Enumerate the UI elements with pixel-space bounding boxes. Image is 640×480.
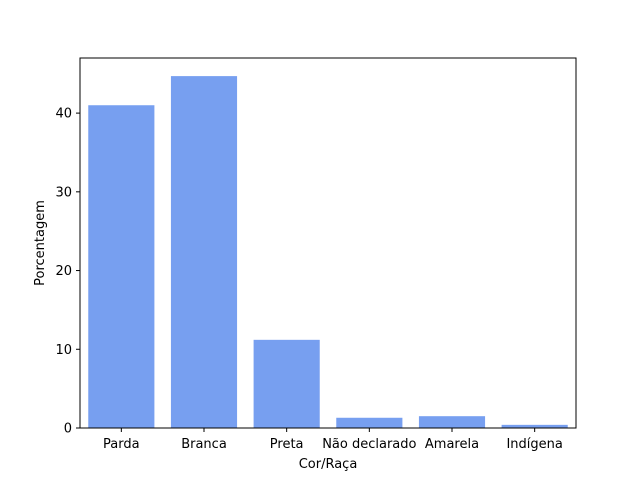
y-tick-label: 20 bbox=[55, 264, 72, 279]
bar-nao-declarado bbox=[336, 417, 403, 428]
x-tick-label: Preta bbox=[270, 437, 304, 452]
x-tick-label: Branca bbox=[181, 437, 227, 452]
y-axis-ticks: 0 10 20 30 40 bbox=[55, 107, 80, 437]
x-tick-label: Indígena bbox=[506, 437, 562, 452]
bar-branca bbox=[170, 76, 238, 428]
bar-indigena bbox=[501, 424, 568, 428]
y-tick-label: 10 bbox=[55, 343, 72, 358]
x-tick-label: Amarela bbox=[425, 437, 479, 452]
bars-group bbox=[88, 76, 568, 428]
x-tick-label: Não declarado bbox=[322, 437, 416, 452]
y-tick-label: 30 bbox=[55, 185, 72, 200]
plot-frame bbox=[79, 57, 577, 429]
y-tick-label: 40 bbox=[55, 107, 72, 122]
bar-preta bbox=[253, 339, 320, 428]
bar-amarela bbox=[418, 416, 486, 428]
y-tick-label: 0 bbox=[64, 422, 72, 437]
y-axis-label: Porcentagem bbox=[33, 200, 48, 286]
x-axis-ticks: Parda Branca Preta Não declarado Amarela Indí… bbox=[103, 428, 563, 452]
x-axis-label: Cor/Raça bbox=[299, 457, 358, 472]
bar-parda bbox=[88, 105, 155, 428]
x-tick-label: Parda bbox=[103, 437, 140, 452]
